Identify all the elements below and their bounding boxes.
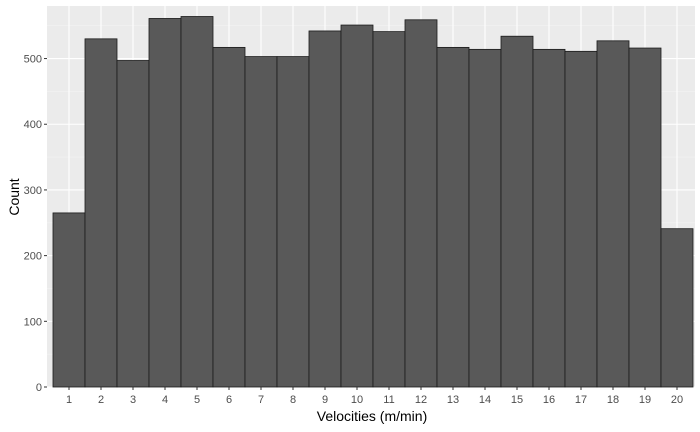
bar-3 [116,60,150,388]
x-tick-label: 1 [66,394,72,406]
x-tick-label: 7 [258,394,264,406]
bar-20 [660,228,694,388]
bar-10 [340,24,374,388]
bar-18 [596,40,630,388]
x-axis: 1 2 3 4 5 6 7 8 9 10 11 12 13 14 15 16 17 18 19 20 [66,387,683,406]
x-tick-label: 18 [607,394,619,406]
x-tick-label: 17 [575,394,587,406]
bar-17 [564,50,598,388]
x-tick-label: 11 [383,394,394,406]
x-tick-label: 9 [322,394,328,406]
bar-4 [148,18,182,388]
x-tick-label: 14 [479,394,491,406]
bar-2 [84,38,118,388]
bar-11 [372,31,406,388]
bar-12 [404,19,438,388]
x-tick-label: 12 [415,394,427,406]
x-axis-title: Velocities (m/min) [317,408,427,424]
bar-14 [468,48,502,388]
bar-6 [212,46,246,388]
x-tick-label: 2 [98,394,104,406]
x-tick-label: 10 [351,394,363,406]
y-axis-title: Count [6,178,22,215]
x-tick-label: 3 [130,394,136,406]
bar-9 [308,30,342,388]
bar-15 [500,35,534,388]
x-tick-label: 19 [639,394,651,406]
bar-13 [436,46,470,388]
y-tick-label: 100 [24,316,42,328]
y-tick-label: 500 [24,54,42,66]
x-tick-label: 8 [290,394,296,406]
x-tick-label: 15 [511,394,523,406]
bar-16 [532,48,566,388]
x-tick-label: 13 [447,394,459,406]
y-tick-label: 0 [36,382,42,394]
bars [52,16,694,388]
x-tick-label: 6 [226,394,232,406]
x-tick-label: 20 [671,394,683,406]
bar-19 [628,47,662,388]
bar-5 [180,16,214,388]
x-tick-label: 5 [194,394,200,406]
bar-7 [244,56,278,388]
x-tick-label: 16 [543,394,555,406]
y-tick-label: 300 [24,185,42,197]
y-axis: 0 100 200 300 400 500 [24,54,47,394]
x-tick-label: 4 [162,394,168,406]
y-tick-label: 200 [24,251,42,263]
bar-8 [276,56,310,388]
bar-1 [52,212,86,388]
y-tick-label: 400 [24,119,42,131]
